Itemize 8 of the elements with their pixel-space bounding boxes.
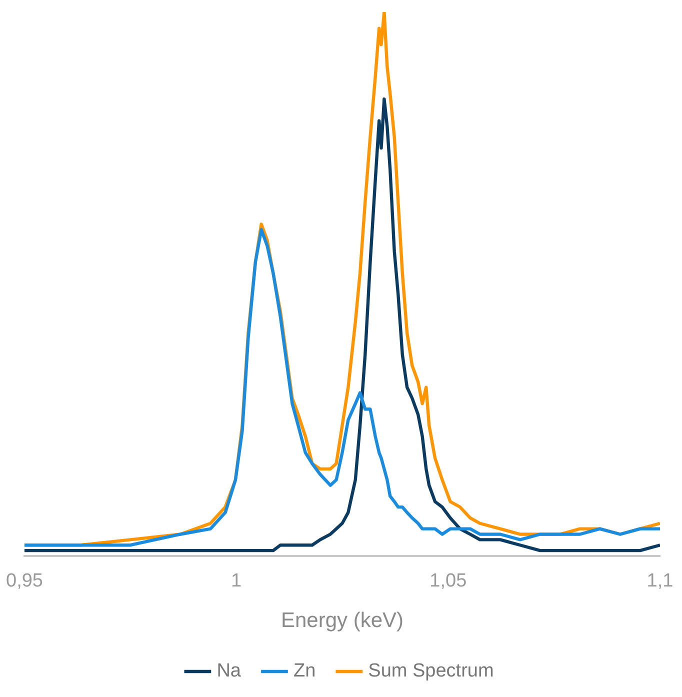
- x-tick-label: 1,05: [430, 570, 467, 592]
- legend-label: Sum Spectrum: [368, 660, 494, 682]
- x-tick-label: 1,1: [646, 570, 674, 592]
- x-tick-label: 0,95: [6, 570, 43, 592]
- legend-label: Na: [216, 660, 242, 682]
- x-tick-label: 1: [231, 570, 242, 592]
- legend-label: Zn: [293, 660, 316, 682]
- x-axis-title: Energy (keV): [280, 609, 404, 632]
